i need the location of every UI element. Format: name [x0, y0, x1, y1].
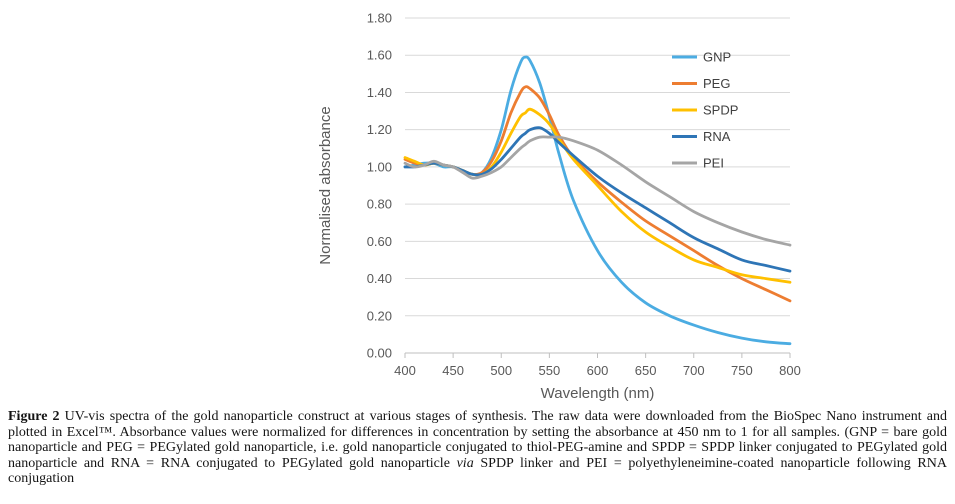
y-tick-label: 0.00	[367, 346, 392, 361]
x-tick-label: 450	[442, 363, 464, 378]
y-tick-label: 0.40	[367, 271, 392, 286]
figure-label: Figure 2	[8, 409, 60, 424]
caption-text-after: SPDP linker and PEI = polyethyleneimine-…	[8, 455, 947, 487]
y-tick-label: 0.80	[367, 197, 392, 212]
series-line-peg	[403, 85, 792, 303]
series-line-pei	[403, 135, 792, 247]
figure-caption: Figure 2 UV-vis spectra of the gold nano…	[0, 405, 955, 487]
y-tick-label: 1.00	[367, 159, 392, 174]
legend-label-spdp: SPDP	[703, 103, 738, 118]
x-tick-label: 650	[635, 363, 657, 378]
y-tick-label: 1.40	[367, 85, 392, 100]
x-tick-label: 400	[394, 363, 416, 378]
legend-label-rna: RNA	[703, 129, 731, 144]
y-tick-label: 0.60	[367, 234, 392, 249]
x-tick-label: 700	[683, 363, 705, 378]
uv-vis-chart: 0.00 0.20 0.40 0.60 0.80 1.00 1.20 1.40 1.60 1.80…	[317, 11, 801, 403]
y-axis-title: Normalised absorbance	[317, 106, 334, 264]
y-tick-label: 1.80	[367, 11, 392, 26]
y-tick-label: 1.20	[367, 122, 392, 137]
legend-label-peg: PEG	[703, 76, 730, 91]
x-axis-title: Wavelength (nm)	[541, 385, 655, 402]
caption-text-before: UV-vis spectra of the gold nanoparticle …	[8, 409, 947, 471]
x-tick-label: 600	[587, 363, 609, 378]
caption-italic-word: via	[456, 455, 474, 471]
legend-label-gnp: GNP	[703, 50, 731, 65]
x-tick-label: 750	[731, 363, 753, 378]
x-tick-label: 800	[779, 363, 801, 378]
y-tick-label: 1.60	[367, 48, 392, 63]
legend-label-pei: PEI	[703, 156, 724, 171]
y-tick-label: 0.20	[367, 308, 392, 323]
series-line-gnp	[403, 55, 792, 346]
x-tick-label: 500	[490, 363, 512, 378]
x-tick-label: 550	[539, 363, 561, 378]
